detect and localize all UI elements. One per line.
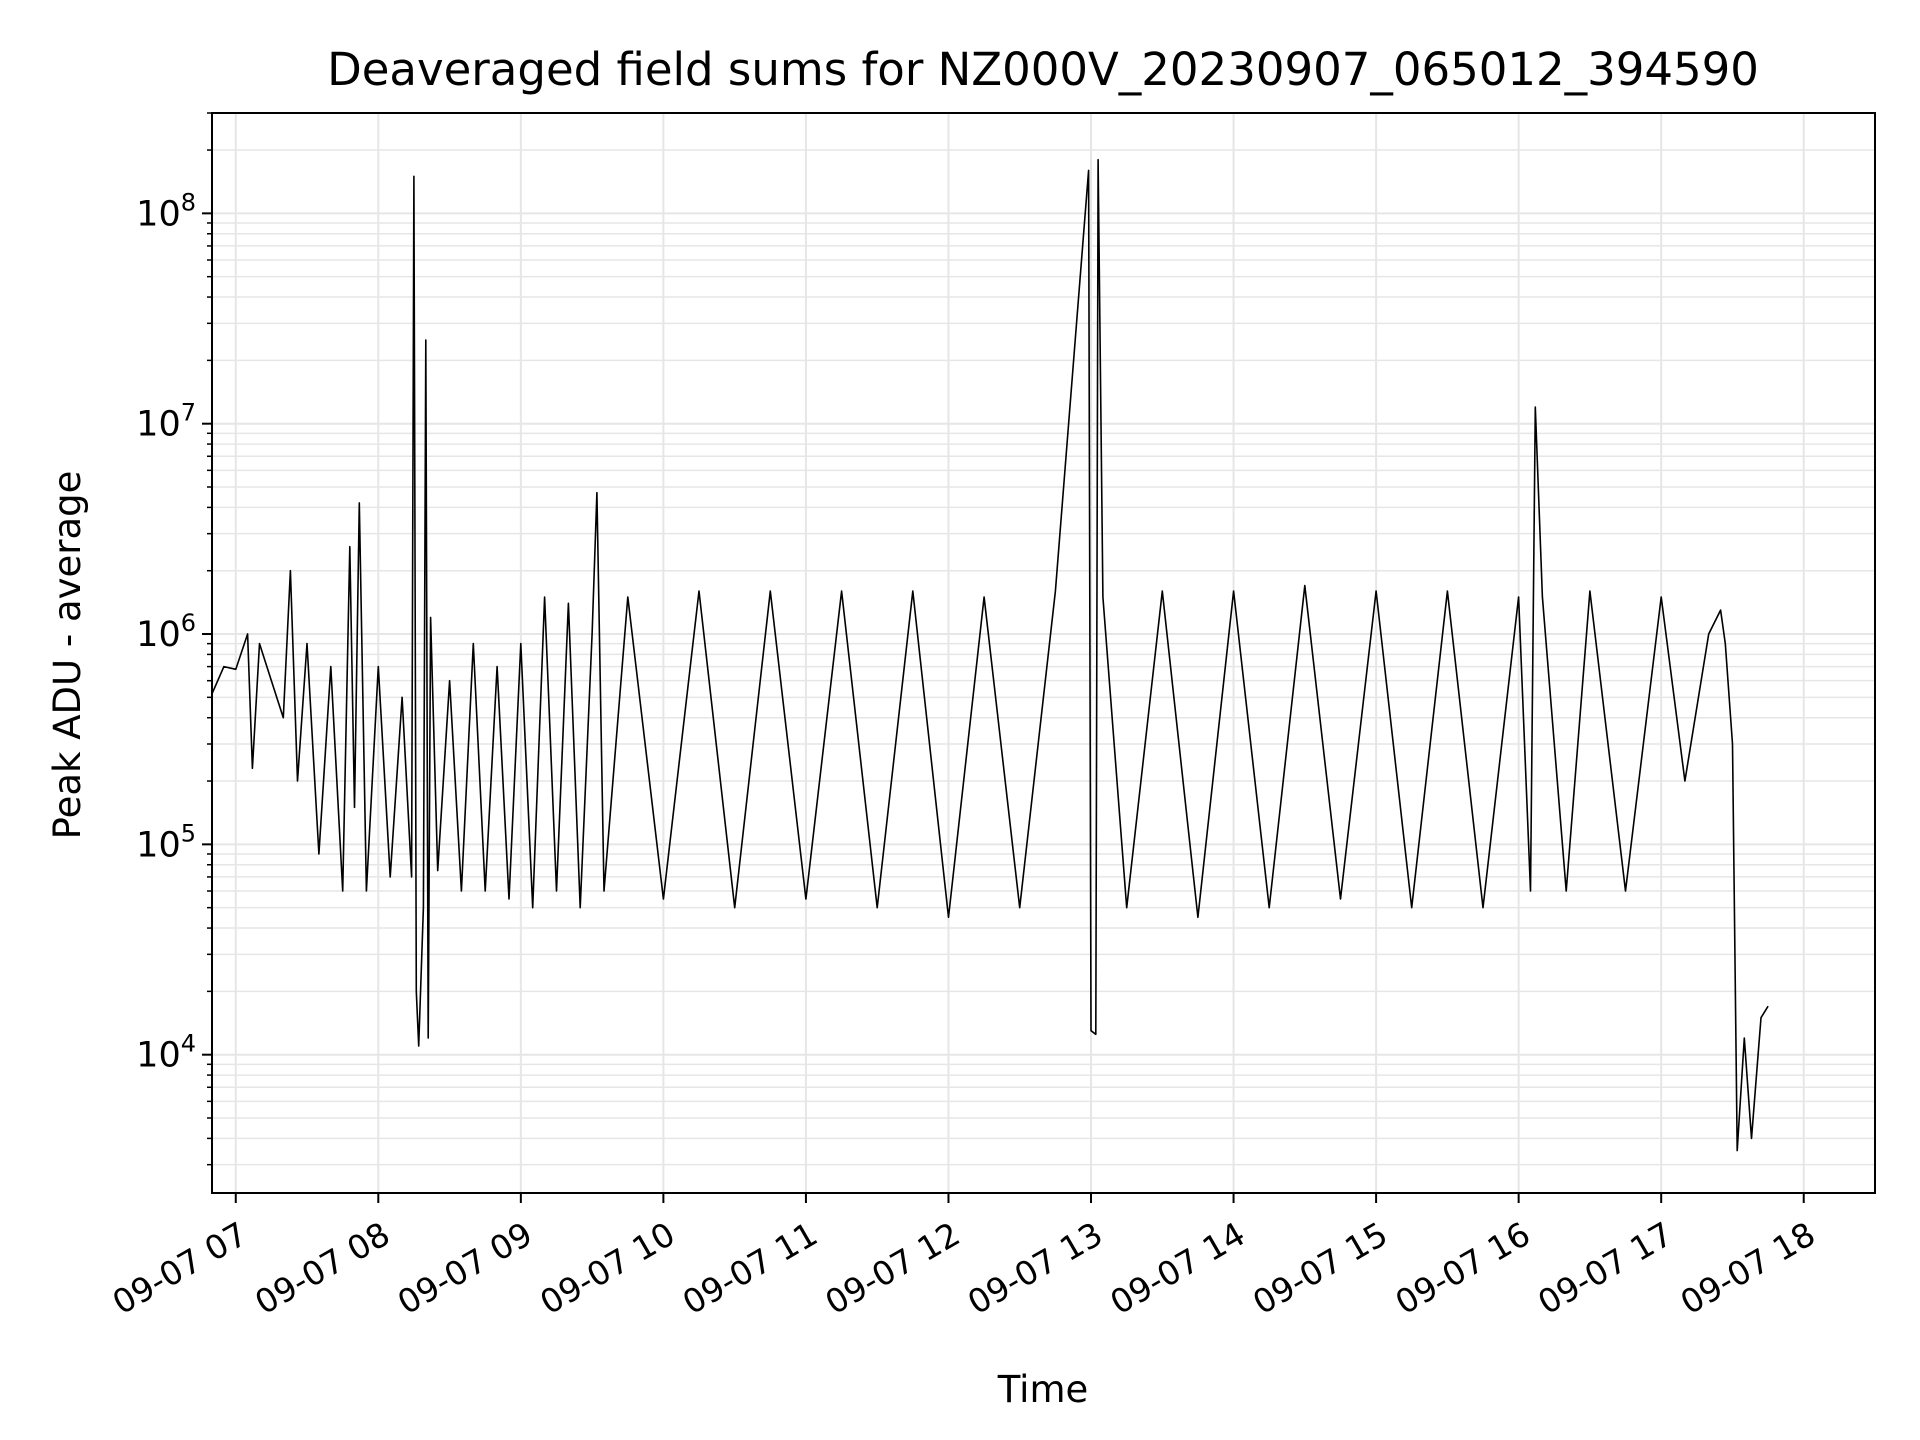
y-tick-label: 105 [136,819,196,865]
y-tick-base: 10 [136,615,181,655]
y-tick-base: 10 [136,825,181,865]
x-axis-label: Time [997,1368,1089,1411]
y-tick-exponent: 6 [181,609,196,637]
y-tick-label: 107 [136,399,196,445]
y-tick-exponent: 4 [181,1030,196,1058]
y-tick-label: 104 [136,1030,196,1076]
y-tick-exponent: 8 [181,188,196,216]
chart-title: Deaveraged field sums for NZ000V_2023090… [327,43,1759,96]
series-line [211,158,1769,1152]
y-tick-exponent: 7 [181,399,196,427]
y-tick-label: 108 [136,188,196,234]
y-tick-base: 10 [136,1036,181,1076]
y-tick-label: 106 [136,609,196,655]
series-layer [211,158,1769,1152]
plot-frame [211,112,1876,1194]
y-axis-label: Peak ADU - average [46,471,89,840]
y-tick-exponent: 5 [181,819,196,847]
y-tick-base: 10 [136,194,181,234]
grid-layer [212,112,1875,1193]
y-tick-base: 10 [136,405,181,445]
